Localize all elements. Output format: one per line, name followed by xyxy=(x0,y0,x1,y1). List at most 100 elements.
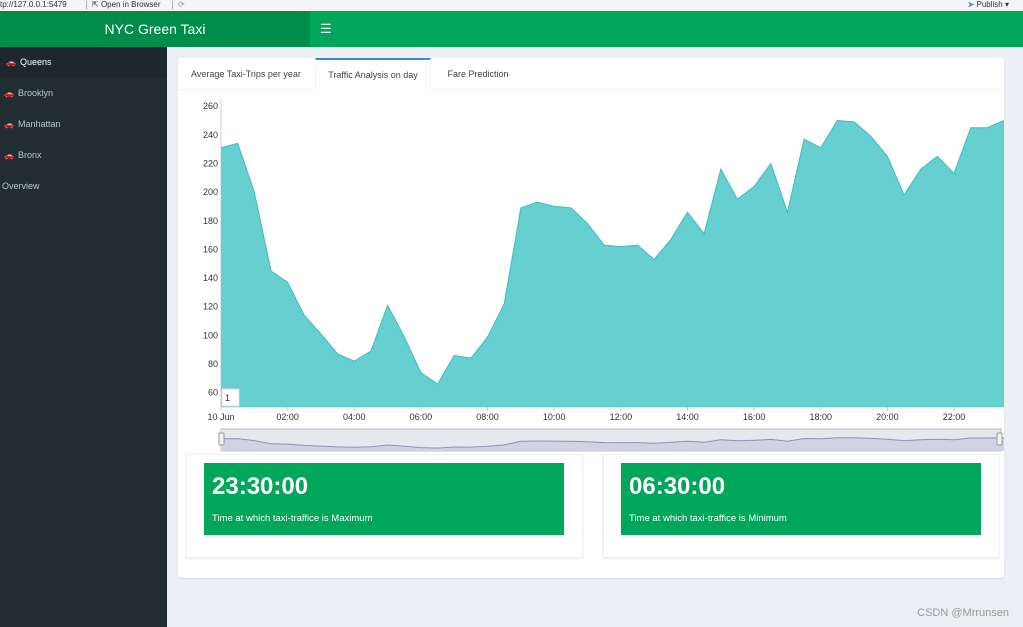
publish-icon: ➤ xyxy=(967,0,975,9)
x-tick-label: 12:00 xyxy=(610,412,633,422)
x-tick-label: 08:00 xyxy=(476,412,499,422)
x-tick-label: 14:00 xyxy=(676,412,699,422)
url-text[interactable]: tp://127.0.0.1:5479 xyxy=(0,0,67,9)
min-time-value: 06:30:00 xyxy=(629,473,726,500)
data-point[interactable] xyxy=(786,211,789,214)
data-point[interactable] xyxy=(736,198,739,201)
data-point[interactable] xyxy=(586,222,589,225)
data-point[interactable] xyxy=(436,383,439,386)
tab-traffic-analysis[interactable]: Traffic Analysis on day xyxy=(315,58,431,90)
data-point[interactable] xyxy=(653,258,656,261)
data-point[interactable] xyxy=(353,360,356,363)
refresh-icon[interactable]: ⟳ xyxy=(178,0,185,9)
data-point[interactable] xyxy=(936,155,939,158)
data-point[interactable] xyxy=(819,146,822,149)
data-point[interactable] xyxy=(603,244,606,247)
data-point[interactable] xyxy=(286,281,289,284)
sidebar-item-label: Overview xyxy=(2,181,40,191)
series-line xyxy=(220,119,1005,385)
data-point[interactable] xyxy=(253,191,256,194)
tab-fare-prediction[interactable]: Fare Prediction xyxy=(447,69,509,79)
x-tick-label: 10:00 xyxy=(543,412,566,422)
data-point[interactable] xyxy=(236,142,239,145)
x-tick-label: 18:00 xyxy=(809,412,832,422)
min-time-label: Time at which taxi-traffice is Minimum xyxy=(629,513,787,524)
data-point[interactable] xyxy=(220,146,223,149)
navigator-line xyxy=(220,437,1005,449)
data-point[interactable] xyxy=(669,238,672,241)
data-point[interactable] xyxy=(636,244,639,247)
data-point[interactable] xyxy=(703,232,706,235)
data-point[interactable] xyxy=(953,172,956,175)
y-tick-label: 140 xyxy=(203,273,218,283)
y-tick-label: 240 xyxy=(203,130,218,140)
sidebar-item-label: Queens xyxy=(20,57,52,67)
x-tick-label: 16:00 xyxy=(743,412,766,422)
data-point[interactable] xyxy=(319,332,322,335)
sidebar-item-overview[interactable]: Overview xyxy=(0,171,167,202)
sidebar-item-queens[interactable]: 🚗 Queens xyxy=(0,47,167,78)
data-point[interactable] xyxy=(903,193,906,196)
data-point[interactable] xyxy=(569,206,572,209)
data-point[interactable] xyxy=(269,269,272,272)
data-point[interactable] xyxy=(453,354,456,357)
data-point[interactable] xyxy=(769,162,772,165)
data-point[interactable] xyxy=(619,245,622,248)
y-tick-label: 60 xyxy=(208,388,218,398)
publish-label: Publish xyxy=(976,0,1003,9)
y-tick-label: 200 xyxy=(203,187,218,197)
publish-button[interactable]: ➤ Publish ▾ xyxy=(968,0,1009,10)
tab-box: Average Taxi-Trips per year Traffic Anal… xyxy=(178,58,1005,578)
tab-average-trips[interactable]: Average Taxi-Trips per year xyxy=(191,69,301,79)
data-point[interactable] xyxy=(386,304,389,307)
toolbar-divider xyxy=(172,1,173,9)
data-point[interactable] xyxy=(886,155,889,158)
flag-box xyxy=(221,388,240,407)
open-browser-icon: ⇱ xyxy=(92,0,101,9)
sidebar-item-bronx[interactable]: 🚗 Bronx xyxy=(0,140,167,171)
data-point[interactable] xyxy=(536,201,539,204)
data-point[interactable] xyxy=(853,120,856,123)
sidebar-item-brooklyn[interactable]: 🚗 Brooklyn xyxy=(0,78,167,109)
data-point[interactable] xyxy=(803,138,806,141)
navigator-handle-right[interactable] xyxy=(996,432,1003,446)
data-point[interactable] xyxy=(869,135,872,138)
min-traffic-card: 06:30:00 Time at which taxi-traffice is … xyxy=(603,454,1000,558)
sidebar-item-label: Manhattan xyxy=(18,119,61,129)
y-tick-label: 180 xyxy=(203,216,218,226)
y-tick-label: 120 xyxy=(203,302,218,312)
data-point[interactable] xyxy=(369,350,372,353)
traffic-area-chart[interactable]: 60 80 100 120 140 160 180 200 220 240 260 10 Jun 02… xyxy=(178,89,1005,454)
data-point[interactable] xyxy=(719,168,722,171)
data-point[interactable] xyxy=(919,168,922,171)
open-in-browser-button[interactable]: ⇱ Open in Browser xyxy=(92,0,161,10)
max-time-label: Time at which taxi-traffice is Maximum xyxy=(212,513,373,524)
data-point[interactable] xyxy=(986,126,989,129)
min-traffic-valuebox: 06:30:00 Time at which taxi-traffice is … xyxy=(621,463,981,535)
tab-bar: Average Taxi-Trips per year Traffic Anal… xyxy=(178,58,1004,90)
chart-container: 60 80 100 120 140 160 180 200 220 240 260 10 Jun 02… xyxy=(178,89,1005,459)
area-series[interactable] xyxy=(221,120,1004,408)
max-time-value: 23:30:00 xyxy=(212,473,309,500)
data-point[interactable] xyxy=(519,206,522,209)
data-point[interactable] xyxy=(503,302,506,305)
sidebar-item-manhattan[interactable]: 🚗 Manhattan xyxy=(0,109,167,140)
data-point[interactable] xyxy=(836,119,839,122)
data-point[interactable] xyxy=(419,371,422,374)
data-point[interactable] xyxy=(403,335,406,338)
data-point[interactable] xyxy=(686,211,689,214)
chevron-down-icon: ▾ xyxy=(1004,0,1009,9)
menu-toggle-icon[interactable]: ☰ xyxy=(320,21,332,36)
navigator-handle-left[interactable] xyxy=(218,432,225,446)
data-point[interactable] xyxy=(303,314,306,317)
car-icon: 🚗 xyxy=(4,120,14,129)
data-point[interactable] xyxy=(486,335,489,338)
data-point[interactable] xyxy=(469,357,472,360)
data-point[interactable] xyxy=(969,126,972,129)
data-point[interactable] xyxy=(336,352,339,355)
data-point[interactable] xyxy=(753,185,756,188)
max-traffic-valuebox: 23:30:00 Time at which taxi-traffice is … xyxy=(204,463,564,535)
range-navigator[interactable] xyxy=(218,428,1005,452)
max-traffic-card: 23:30:00 Time at which taxi-traffice is … xyxy=(186,454,583,558)
data-point[interactable] xyxy=(553,205,556,208)
